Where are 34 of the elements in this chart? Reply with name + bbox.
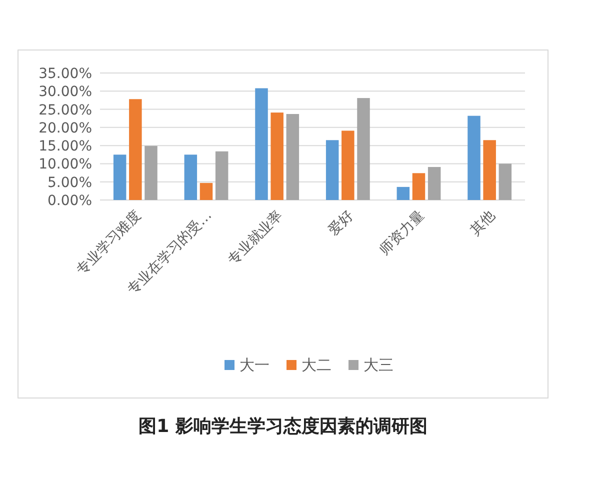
bar	[286, 114, 300, 200]
y-tick-label: 35.00%	[38, 66, 92, 82]
legend-label: 大一	[240, 356, 270, 374]
y-tick-label: 10.00%	[38, 156, 92, 173]
bar	[396, 186, 410, 200]
bar	[357, 98, 370, 200]
x-tick-label: 专业就业率	[225, 208, 286, 268]
y-tick-label: 20.00%	[38, 120, 92, 136]
bar	[129, 99, 142, 200]
bar	[113, 154, 126, 200]
bar	[412, 173, 426, 200]
y-tick-label: 15.00%	[38, 138, 92, 155]
y-tick-label: 5.00%	[48, 174, 92, 191]
bar	[200, 182, 213, 200]
bar	[483, 140, 496, 200]
x-tick-label: 师资力量	[376, 208, 428, 258]
x-tick-label: 其他	[467, 208, 498, 239]
legend-label: 大二	[302, 356, 332, 374]
bar	[468, 116, 480, 200]
bar	[255, 88, 268, 200]
bar	[215, 151, 228, 200]
bar	[326, 140, 339, 200]
text: 图1 影响学生学习态度因素的调研图	[138, 416, 428, 437]
legend-label: 大三	[364, 356, 394, 374]
x-tick-label: 爱好	[326, 208, 357, 239]
y-tick-label: 30.00%	[38, 84, 92, 100]
bar	[498, 164, 512, 200]
bar	[144, 146, 158, 200]
bar	[342, 130, 354, 200]
bar	[270, 112, 284, 200]
y-tick-label: 0.00%	[48, 193, 92, 209]
bar	[184, 154, 198, 200]
y-tick-label: 25.00%	[38, 102, 92, 118]
bar	[428, 166, 441, 200]
